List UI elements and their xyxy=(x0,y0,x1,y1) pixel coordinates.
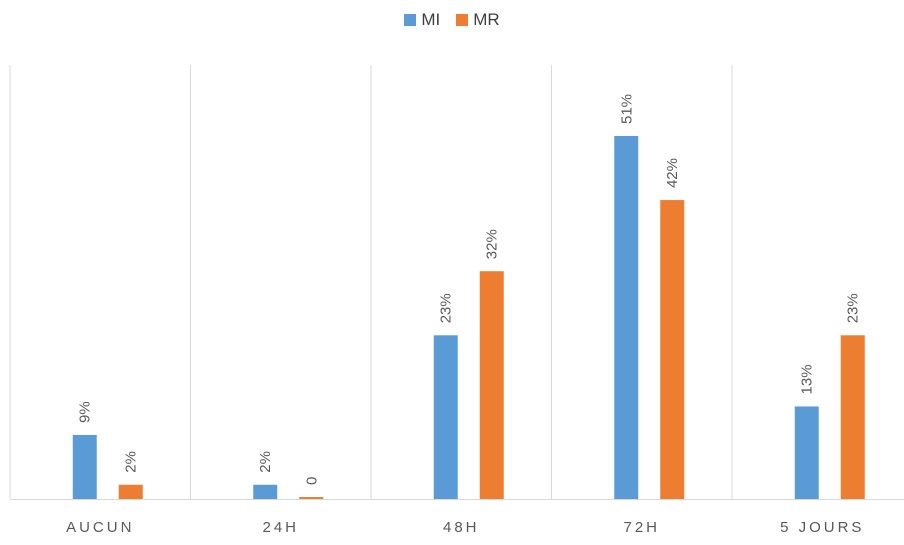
data-label-mr: 42% xyxy=(664,158,681,188)
data-label-mi: 23% xyxy=(438,293,455,323)
legend-item-mi: MI xyxy=(404,10,440,30)
legend-item-mr: MR xyxy=(456,10,500,30)
data-label-mr: 23% xyxy=(845,293,862,323)
legend-swatch-mi xyxy=(404,14,417,26)
bar-mr xyxy=(840,335,865,499)
bar-mr xyxy=(118,484,143,499)
data-label-mi: 9% xyxy=(77,401,94,423)
bar-mi xyxy=(614,136,639,499)
legend-swatch-mr xyxy=(456,14,469,26)
category-label: 24H xyxy=(262,519,299,536)
bar-mi xyxy=(253,484,278,499)
data-label-mi: 13% xyxy=(799,364,816,394)
bar-mi xyxy=(433,335,458,499)
bar-mi xyxy=(794,406,819,499)
data-label-mr: 0 xyxy=(303,477,320,485)
bar-mr xyxy=(479,271,504,499)
bar-mi xyxy=(72,434,97,499)
category-label: 72H xyxy=(623,519,660,536)
data-label-mr: 2% xyxy=(123,451,140,473)
bar-mr xyxy=(660,200,685,499)
legend-label-mr: MR xyxy=(473,10,500,29)
data-label-mi: 51% xyxy=(618,94,635,124)
legend-label-mi: MI xyxy=(421,10,441,29)
category-label: 5 JOURS xyxy=(780,519,864,536)
category-label: AUCUN xyxy=(66,519,134,536)
chart-legend: MI MR xyxy=(0,8,904,32)
data-label-mr: 32% xyxy=(484,229,501,259)
category-label: 48H xyxy=(443,519,480,536)
data-label-mi: 2% xyxy=(257,451,274,473)
bar-mr xyxy=(299,497,324,499)
